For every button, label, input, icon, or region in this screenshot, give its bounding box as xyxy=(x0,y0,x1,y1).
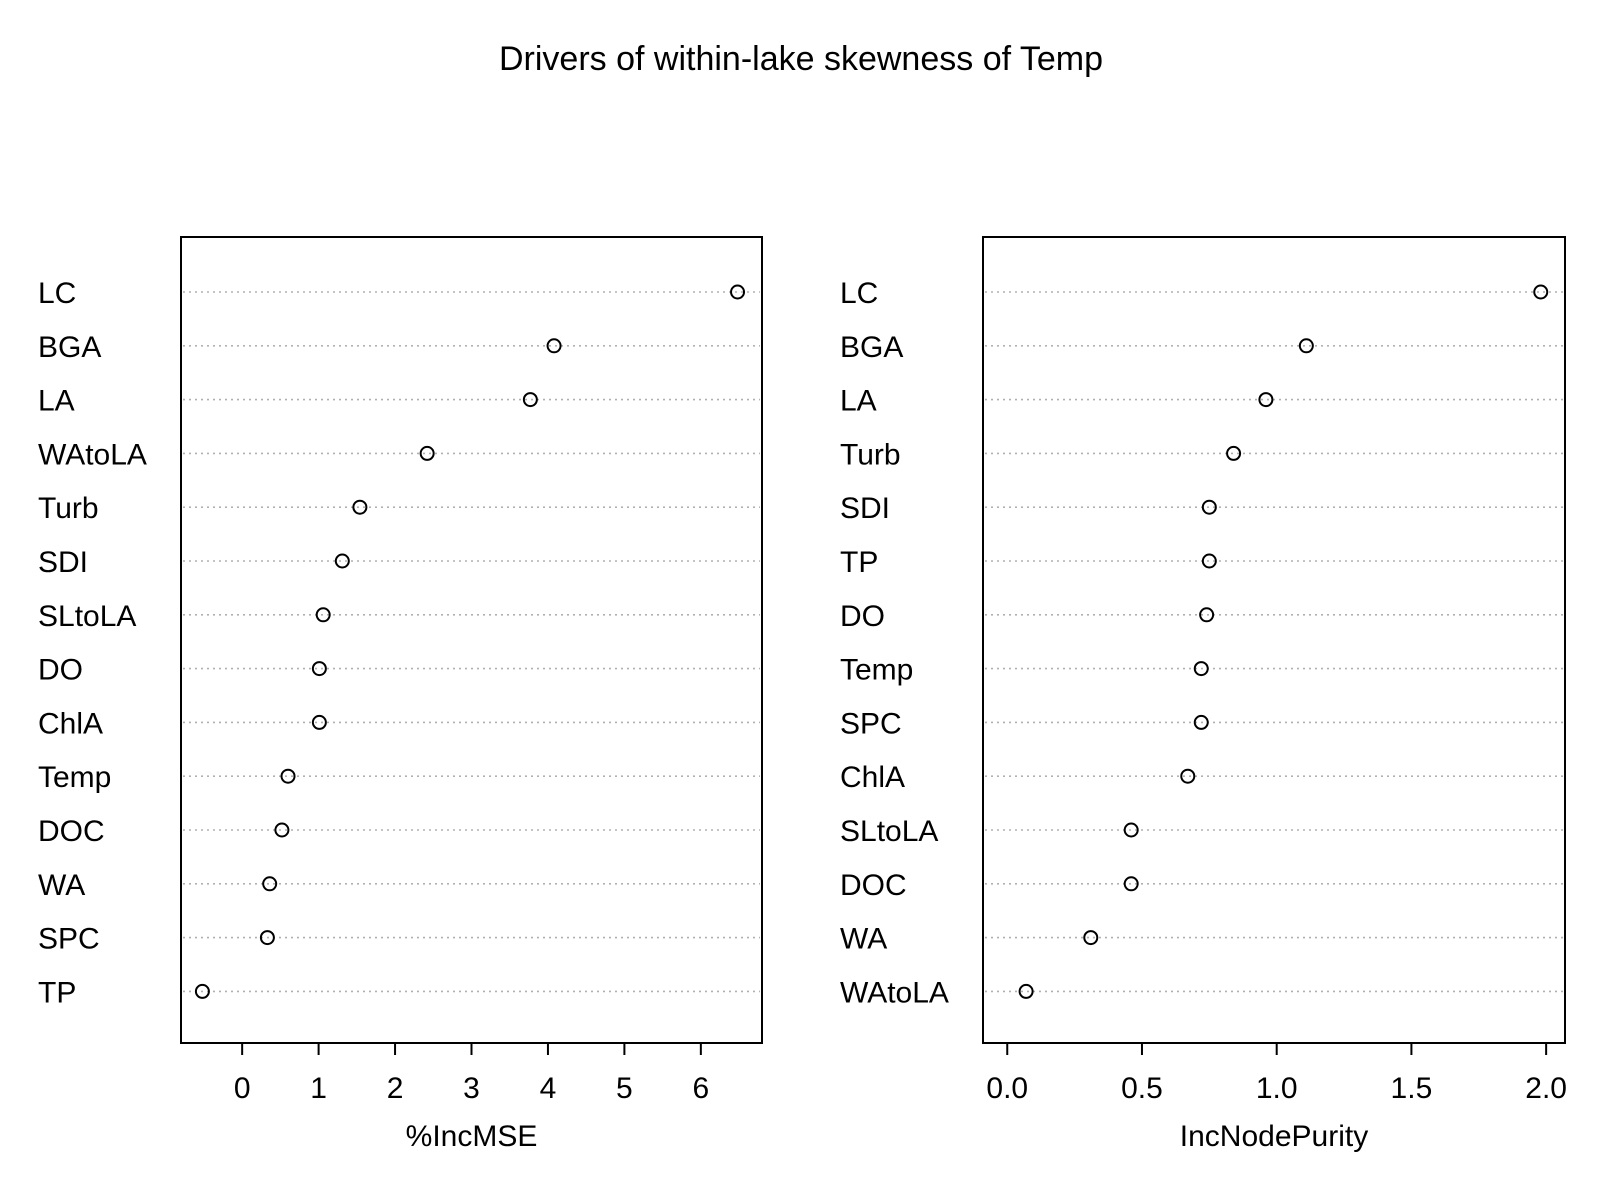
category-label: WAtoLA xyxy=(38,438,147,471)
category-label: WA xyxy=(840,923,887,956)
data-point-wa xyxy=(1083,930,1099,946)
data-point-temp xyxy=(280,768,296,784)
data-point-sdi xyxy=(334,553,350,569)
data-point-tp xyxy=(194,983,210,999)
category-label: SLtoLA xyxy=(38,600,136,633)
data-point-watola xyxy=(419,445,435,461)
data-point-lc xyxy=(1533,284,1549,300)
category-label: Temp xyxy=(38,761,111,794)
data-point-do xyxy=(1199,607,1215,623)
x-tick-label: 4 xyxy=(540,1072,557,1105)
category-label: WAtoLA xyxy=(840,976,949,1009)
category-label: SDI xyxy=(840,492,890,525)
data-point-turb xyxy=(1226,445,1242,461)
data-point-la xyxy=(522,392,538,408)
x-tick-label: 2.0 xyxy=(1525,1072,1567,1105)
category-label: SDI xyxy=(38,546,88,579)
data-point-chla xyxy=(1180,768,1196,784)
category-label: LA xyxy=(38,385,75,418)
data-point-doc xyxy=(1123,876,1139,892)
x-tick-label: 1.0 xyxy=(1256,1072,1298,1105)
category-label: LA xyxy=(840,385,877,418)
category-label: Temp xyxy=(840,654,913,687)
category-label: ChlA xyxy=(840,761,905,794)
x-tick-label: 0 xyxy=(234,1072,251,1105)
category-label: ChlA xyxy=(38,707,103,740)
category-label: DOC xyxy=(38,815,105,848)
category-label: DO xyxy=(840,600,885,633)
category-label: Turb xyxy=(38,492,99,525)
panel-incnodepurity: LC BGA LA Turb SDI TP DO Temp SPC ChlA SLtoLA DOC WA… xyxy=(840,236,1567,1153)
category-label: TP xyxy=(38,976,76,1009)
category-label: WA xyxy=(38,869,85,902)
data-point-turb xyxy=(352,499,368,515)
x-tick-label: 0.0 xyxy=(986,1072,1028,1105)
x-tick-label: 1 xyxy=(310,1072,327,1105)
category-label: TP xyxy=(840,546,878,579)
data-point-bga xyxy=(546,338,562,354)
category-label: DOC xyxy=(840,869,907,902)
category-label: SPC xyxy=(840,707,902,740)
data-point-sltola xyxy=(315,607,331,623)
category-label: Turb xyxy=(840,438,901,471)
x-tick-label: 1.5 xyxy=(1391,1072,1433,1105)
data-point-la xyxy=(1258,392,1274,408)
data-point-wa xyxy=(262,876,278,892)
data-point-spc xyxy=(259,930,275,946)
x-tick-label: 3 xyxy=(463,1072,480,1105)
x-tick-label: 2 xyxy=(387,1072,404,1105)
chart-title: Drivers of within-lake skewness of Temp xyxy=(499,40,1103,78)
category-label: DO xyxy=(38,654,83,687)
data-point-sdi xyxy=(1201,499,1217,515)
data-point-tp xyxy=(1201,553,1217,569)
category-label: SLtoLA xyxy=(840,815,938,848)
data-point-watola xyxy=(1018,983,1034,999)
data-point-sltola xyxy=(1123,822,1139,838)
category-label: SPC xyxy=(38,923,100,956)
x-tick-label: 6 xyxy=(692,1072,709,1105)
x-tick-label: 5 xyxy=(616,1072,633,1105)
category-label: LC xyxy=(840,277,878,310)
category-label: BGA xyxy=(840,331,903,364)
x-tick-label: 0.5 xyxy=(1121,1072,1163,1105)
x-axis-label: %IncMSE xyxy=(406,1120,538,1153)
data-point-doc xyxy=(274,822,290,838)
data-point-do xyxy=(311,661,327,677)
data-point-temp xyxy=(1193,661,1209,677)
category-label: LC xyxy=(38,277,76,310)
x-axis-label: IncNodePurity xyxy=(1180,1120,1368,1153)
category-label: BGA xyxy=(38,331,101,364)
data-point-spc xyxy=(1193,714,1209,730)
data-point-bga xyxy=(1298,338,1314,354)
panel-incmse: LC BGA LA WAtoLA Turb SDI SLtoLA DO ChlA Temp DOC W… xyxy=(38,236,763,1153)
data-point-lc xyxy=(730,284,746,300)
data-point-chla xyxy=(311,714,327,730)
